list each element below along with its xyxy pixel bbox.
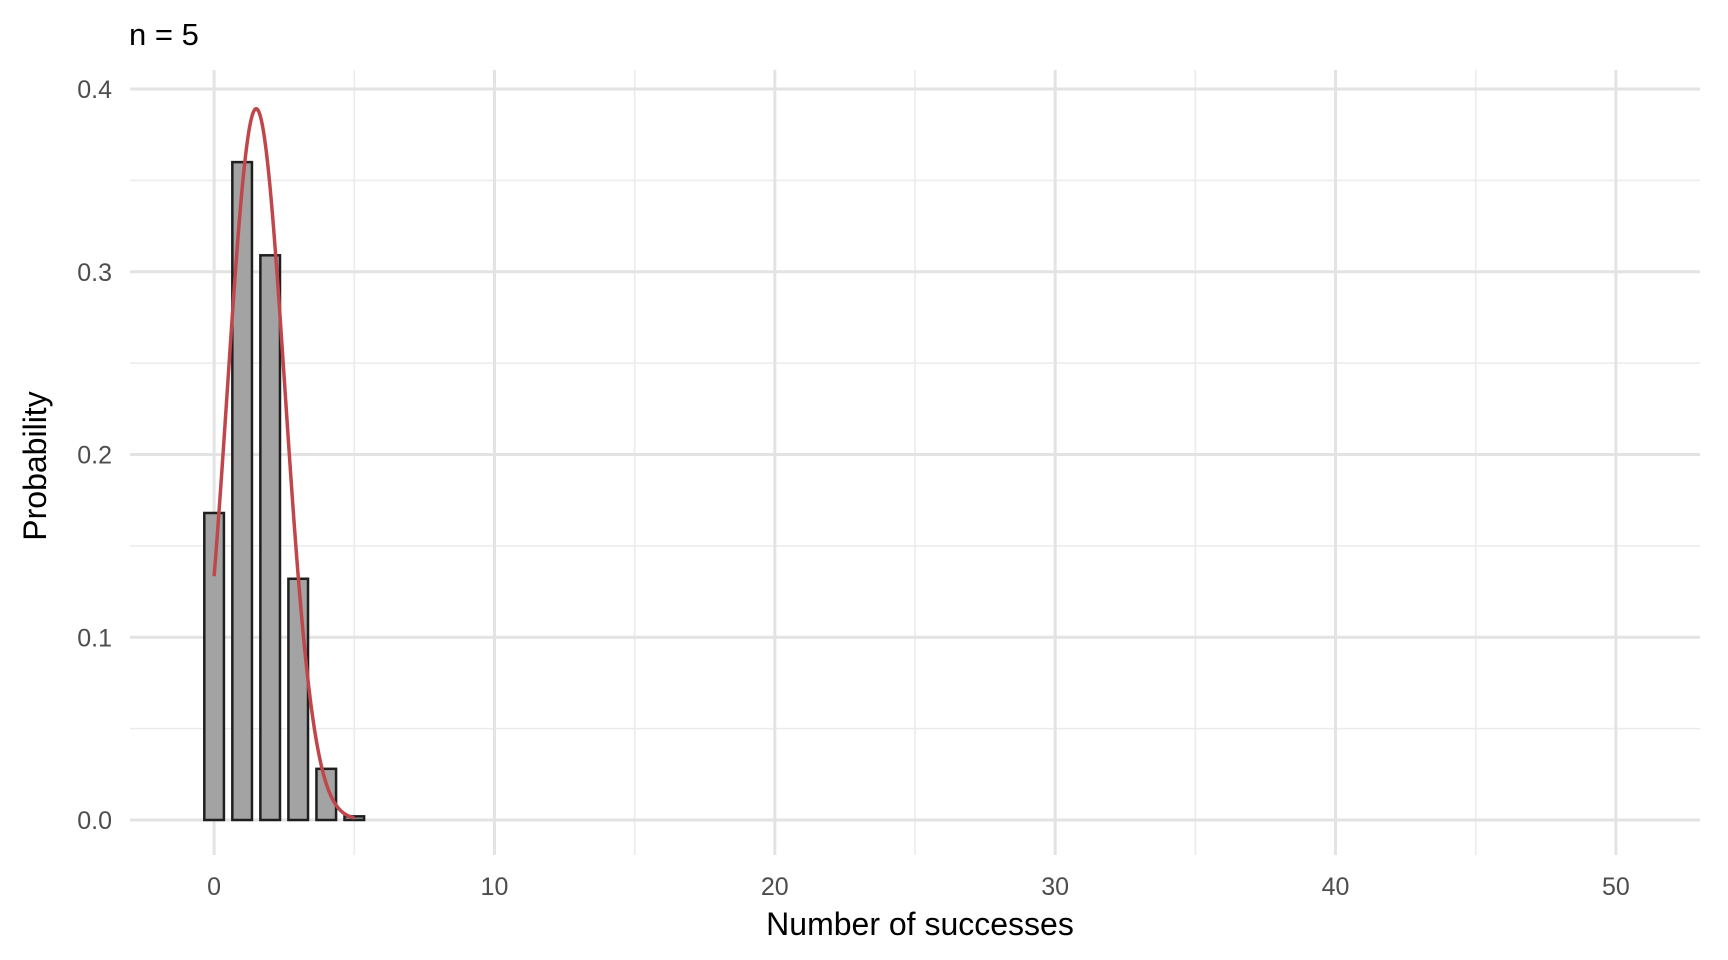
bar-1 <box>231 160 254 822</box>
y-tick-label: 0.4 <box>77 76 112 104</box>
x-tick-label: 20 <box>761 873 789 901</box>
bar-3 <box>287 577 310 822</box>
y-tick-labels: 0.0 0.1 0.2 0.3 0.4 <box>77 76 112 835</box>
x-tick-labels: 0 10 20 30 40 50 <box>207 873 1630 901</box>
y-tick-label: 0.3 <box>77 259 112 287</box>
y-tick-label: 0.2 <box>77 442 112 470</box>
x-tick-label: 40 <box>1322 873 1350 901</box>
x-tick-label: 0 <box>207 873 221 901</box>
minor-gridlines <box>130 70 1700 855</box>
bar-4 <box>315 767 338 822</box>
chart-title: n = 5 <box>129 17 199 52</box>
y-tick-label: 0.1 <box>77 624 112 652</box>
bar-2 <box>259 254 282 822</box>
x-tick-label: 50 <box>1602 873 1630 901</box>
y-axis-title: Probability <box>17 391 53 540</box>
major-gridlines <box>130 70 1700 855</box>
probability-bars <box>203 160 366 822</box>
y-tick-label: 0.0 <box>77 807 112 835</box>
x-axis-title: Number of successes <box>766 906 1074 942</box>
bar-0 <box>203 511 226 822</box>
normal-approximation-curve <box>212 106 355 820</box>
x-tick-label: 30 <box>1041 873 1069 901</box>
x-tick-label: 10 <box>481 873 509 901</box>
